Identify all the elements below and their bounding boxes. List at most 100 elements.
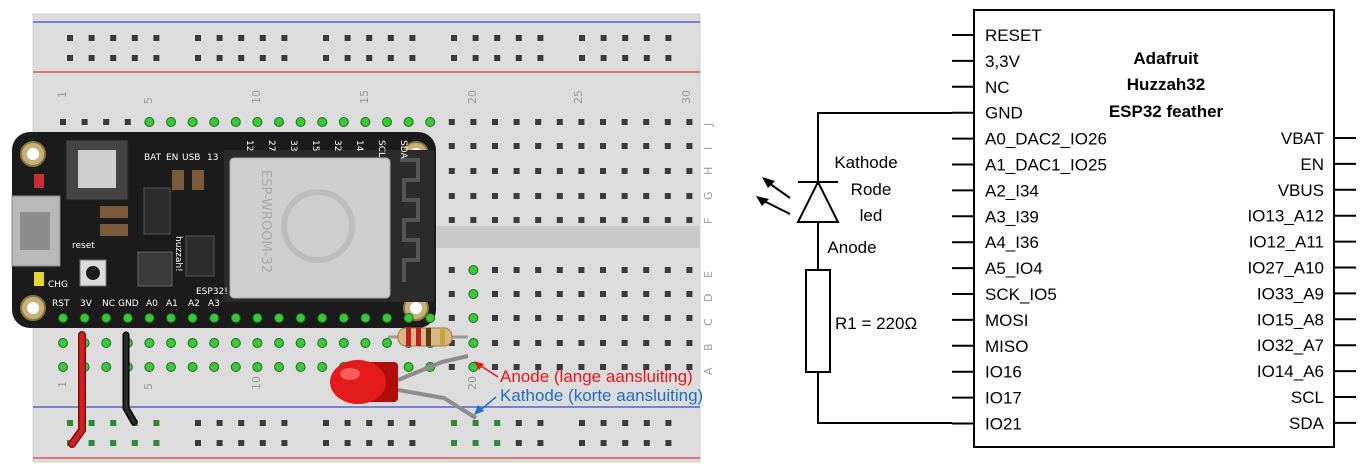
silkscreen-bottom: RST 3V NC GND A0 A1 A2 A3 reset CHG ESP3… bbox=[48, 236, 228, 309]
header-pin bbox=[382, 313, 392, 323]
breadboard-hole bbox=[643, 364, 650, 370]
row-letter: J bbox=[702, 123, 715, 127]
led-label-anode: Anode bbox=[827, 238, 876, 257]
header-pin bbox=[187, 338, 198, 348]
breadboard-hole bbox=[259, 440, 266, 446]
header-pin bbox=[101, 313, 112, 323]
chip-title-line: Huzzah32 bbox=[1127, 75, 1205, 94]
light-emission-icon bbox=[756, 177, 791, 215]
breadboard-hole bbox=[88, 35, 95, 41]
breadboard-hole bbox=[600, 119, 606, 125]
header-pin bbox=[252, 117, 263, 127]
header-pin bbox=[187, 313, 198, 323]
right-pin-label: SDA bbox=[1289, 414, 1325, 433]
breadboard-hole bbox=[600, 143, 606, 149]
breadboard-hole bbox=[621, 168, 628, 174]
header-pin bbox=[230, 362, 241, 372]
breadboard-hole bbox=[323, 55, 329, 61]
header-pin bbox=[209, 313, 220, 323]
breadboard-hole bbox=[664, 217, 671, 223]
svg-text:A0: A0 bbox=[146, 299, 158, 309]
breadboard-hole bbox=[556, 315, 563, 321]
breadboard-hole bbox=[216, 55, 223, 61]
breadboard-hole bbox=[153, 440, 160, 446]
header-pin bbox=[425, 117, 436, 127]
svg-text:33: 33 bbox=[288, 140, 298, 151]
breadboard-hole bbox=[259, 420, 266, 426]
breadboard-hole bbox=[643, 55, 650, 61]
breadboard-hole bbox=[492, 291, 498, 297]
right-pin-label: SCL bbox=[1291, 388, 1324, 407]
breadboard-hole bbox=[535, 291, 542, 297]
header-pin bbox=[403, 362, 414, 372]
breadboard-hole bbox=[472, 35, 479, 41]
breadboard-hole bbox=[153, 55, 160, 61]
row-letter: H bbox=[702, 167, 715, 175]
breadboard-hole bbox=[535, 340, 542, 346]
breadboard-hole bbox=[472, 440, 479, 446]
breadboard-hole bbox=[448, 168, 455, 174]
left-pin-label: MOSI bbox=[985, 311, 1028, 330]
led-label-kathode: Kathode bbox=[834, 153, 897, 172]
breadboard-hole bbox=[664, 168, 671, 174]
breadboard-hole bbox=[664, 364, 671, 370]
breadboard-hole bbox=[216, 440, 223, 446]
right-pin-label: VBAT bbox=[1281, 129, 1324, 148]
breadboard-hole bbox=[578, 291, 585, 297]
breadboard-hole bbox=[686, 291, 693, 297]
breadboard-hole bbox=[537, 35, 544, 41]
breadboard-hole bbox=[110, 420, 117, 426]
breadboard-hole bbox=[387, 55, 394, 61]
regulator-chip bbox=[137, 251, 173, 287]
breadboard-hole bbox=[537, 440, 544, 446]
breadboard-hole bbox=[537, 55, 544, 61]
header-pin bbox=[274, 362, 284, 372]
breadboard-hole bbox=[600, 420, 607, 426]
breadboard-hole bbox=[600, 217, 606, 223]
breadboard-hole bbox=[448, 315, 455, 321]
left-pin-label: A1_DAC1_IO25 bbox=[985, 156, 1107, 175]
breadboard-hole bbox=[470, 143, 477, 149]
breadboard-hole bbox=[600, 440, 607, 446]
header-pin bbox=[209, 362, 220, 372]
breadboard-hole bbox=[578, 143, 585, 149]
schematic: Adafruit Huzzah32 ESP32 feather RESET 3,3… bbox=[756, 9, 1356, 448]
breadboard-hole bbox=[535, 364, 542, 370]
header-pin bbox=[166, 362, 176, 372]
breadboard-hole bbox=[470, 119, 477, 125]
header-pin bbox=[166, 338, 176, 348]
header-pin bbox=[252, 338, 263, 348]
breadboard-hole bbox=[579, 35, 585, 41]
breadboard-hole bbox=[535, 143, 542, 149]
header-pin bbox=[360, 117, 371, 127]
breadboard-hole bbox=[578, 340, 585, 346]
row-letter: C bbox=[702, 318, 715, 326]
breadboard-hole bbox=[535, 193, 542, 199]
breadboard-hole bbox=[281, 55, 288, 61]
espressif-logo bbox=[281, 189, 355, 263]
left-pin-label: RESET bbox=[985, 26, 1042, 45]
breadboard-hole bbox=[578, 315, 585, 321]
chip-title-line: ESP32 feather bbox=[1109, 102, 1224, 121]
row-letter: E bbox=[702, 271, 715, 278]
breadboard-hole bbox=[515, 35, 522, 41]
breadboard-hole bbox=[621, 119, 628, 125]
breadboard-hole bbox=[664, 193, 671, 199]
left-pin-label: IO17 bbox=[985, 389, 1022, 408]
breadboard-hole bbox=[451, 440, 457, 446]
breadboard-hole bbox=[579, 440, 585, 446]
breadboard-hole bbox=[578, 217, 585, 223]
header-pin bbox=[144, 362, 155, 372]
header-pin bbox=[403, 117, 414, 127]
col-number: 1 bbox=[56, 91, 69, 98]
breadboard-hole bbox=[387, 420, 394, 426]
wire-io21 bbox=[817, 372, 952, 424]
header-pin bbox=[187, 362, 198, 372]
breadboard-hole bbox=[110, 35, 117, 41]
svg-text:32: 32 bbox=[332, 140, 342, 151]
breadboard-hole bbox=[448, 119, 455, 125]
breadboard-hole bbox=[409, 420, 416, 426]
header-pin bbox=[295, 338, 306, 348]
breadboard-hole bbox=[600, 315, 606, 321]
row-letter: B bbox=[702, 343, 715, 351]
